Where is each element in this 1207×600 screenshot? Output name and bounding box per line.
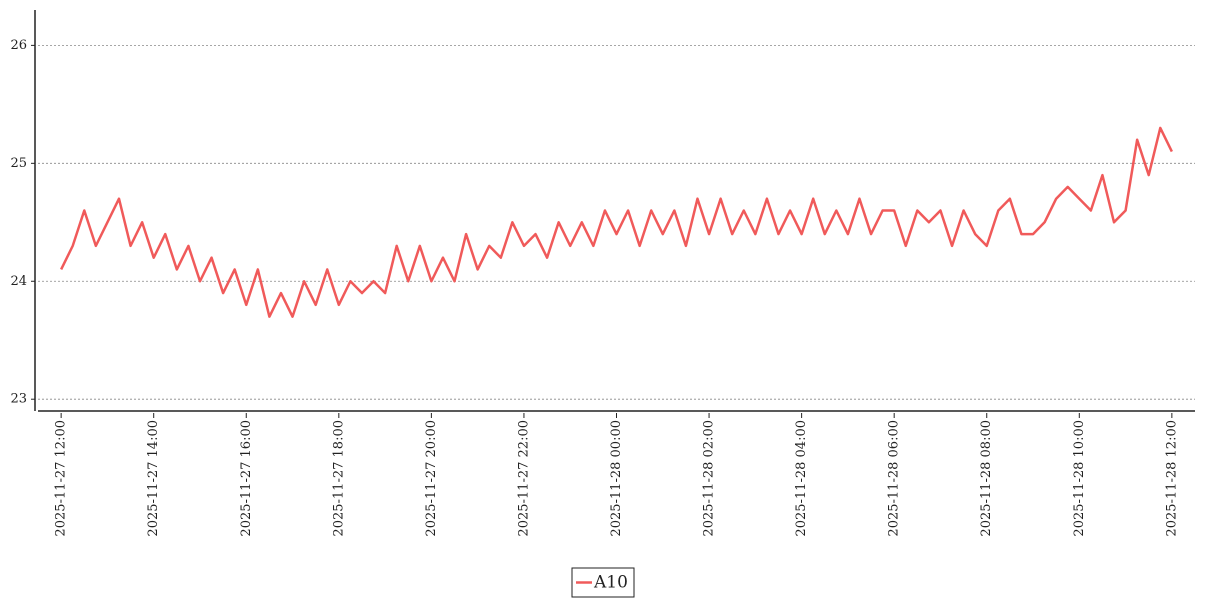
x-tick-label: 2025-11-28 12:00: [1164, 420, 1179, 537]
x-tick-label: 2025-11-27 22:00: [516, 420, 531, 537]
x-tick-label: 2025-11-27 12:00: [54, 420, 69, 537]
y-tick-label: 24: [10, 274, 27, 289]
series-line: [60, 126, 1173, 318]
y-tick-label: 23: [10, 392, 27, 407]
x-tick-label: 2025-11-27 20:00: [424, 420, 439, 537]
x-tick-label: 2025-11-28 08:00: [979, 420, 994, 537]
x-tick-label: 2025-11-28 06:00: [887, 420, 902, 537]
x-tick-label: 2025-11-28 10:00: [1072, 420, 1087, 537]
y-tick-label: 26: [10, 38, 27, 53]
x-tick-label: 2025-11-27 18:00: [331, 420, 346, 537]
legend-box: [571, 567, 635, 598]
x-tick-label: 2025-11-28 00:00: [609, 420, 624, 537]
legend-label: A10: [593, 573, 628, 593]
x-tick-label: 2025-11-28 02:00: [702, 420, 717, 537]
x-tick-label: 2025-11-28 04:00: [794, 420, 809, 537]
x-tick-label: 2025-11-27 14:00: [146, 420, 161, 537]
x-tick-label: 2025-11-27 16:00: [239, 420, 254, 537]
y-tick-label: 25: [10, 156, 27, 171]
